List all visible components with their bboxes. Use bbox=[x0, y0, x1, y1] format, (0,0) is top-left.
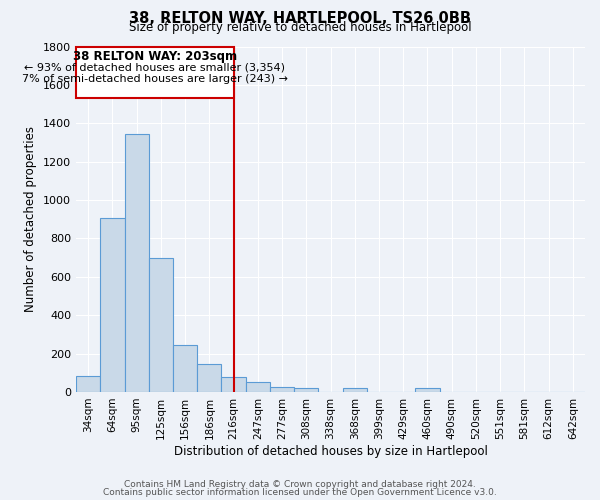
Bar bbox=[221, 376, 245, 392]
Bar bbox=[343, 388, 367, 392]
Text: Size of property relative to detached houses in Hartlepool: Size of property relative to detached ho… bbox=[128, 22, 472, 35]
Bar bbox=[100, 218, 125, 392]
Bar bbox=[149, 258, 173, 392]
Text: Contains public sector information licensed under the Open Government Licence v3: Contains public sector information licen… bbox=[103, 488, 497, 497]
Bar bbox=[76, 376, 100, 392]
Bar bbox=[415, 388, 440, 392]
Text: 7% of semi-detached houses are larger (243) →: 7% of semi-detached houses are larger (2… bbox=[22, 74, 288, 84]
Bar bbox=[125, 134, 149, 392]
Bar bbox=[245, 382, 270, 392]
Bar bbox=[294, 388, 319, 392]
Text: 38 RELTON WAY: 203sqm: 38 RELTON WAY: 203sqm bbox=[73, 50, 237, 62]
Text: Contains HM Land Registry data © Crown copyright and database right 2024.: Contains HM Land Registry data © Crown c… bbox=[124, 480, 476, 489]
Bar bbox=[173, 345, 197, 392]
X-axis label: Distribution of detached houses by size in Hartlepool: Distribution of detached houses by size … bbox=[173, 444, 487, 458]
Text: ← 93% of detached houses are smaller (3,354): ← 93% of detached houses are smaller (3,… bbox=[25, 62, 286, 72]
Bar bbox=[270, 387, 294, 392]
Text: 38, RELTON WAY, HARTLEPOOL, TS26 0BB: 38, RELTON WAY, HARTLEPOOL, TS26 0BB bbox=[129, 11, 471, 26]
Bar bbox=[197, 364, 221, 392]
Y-axis label: Number of detached properties: Number of detached properties bbox=[25, 126, 37, 312]
FancyBboxPatch shape bbox=[76, 46, 233, 98]
